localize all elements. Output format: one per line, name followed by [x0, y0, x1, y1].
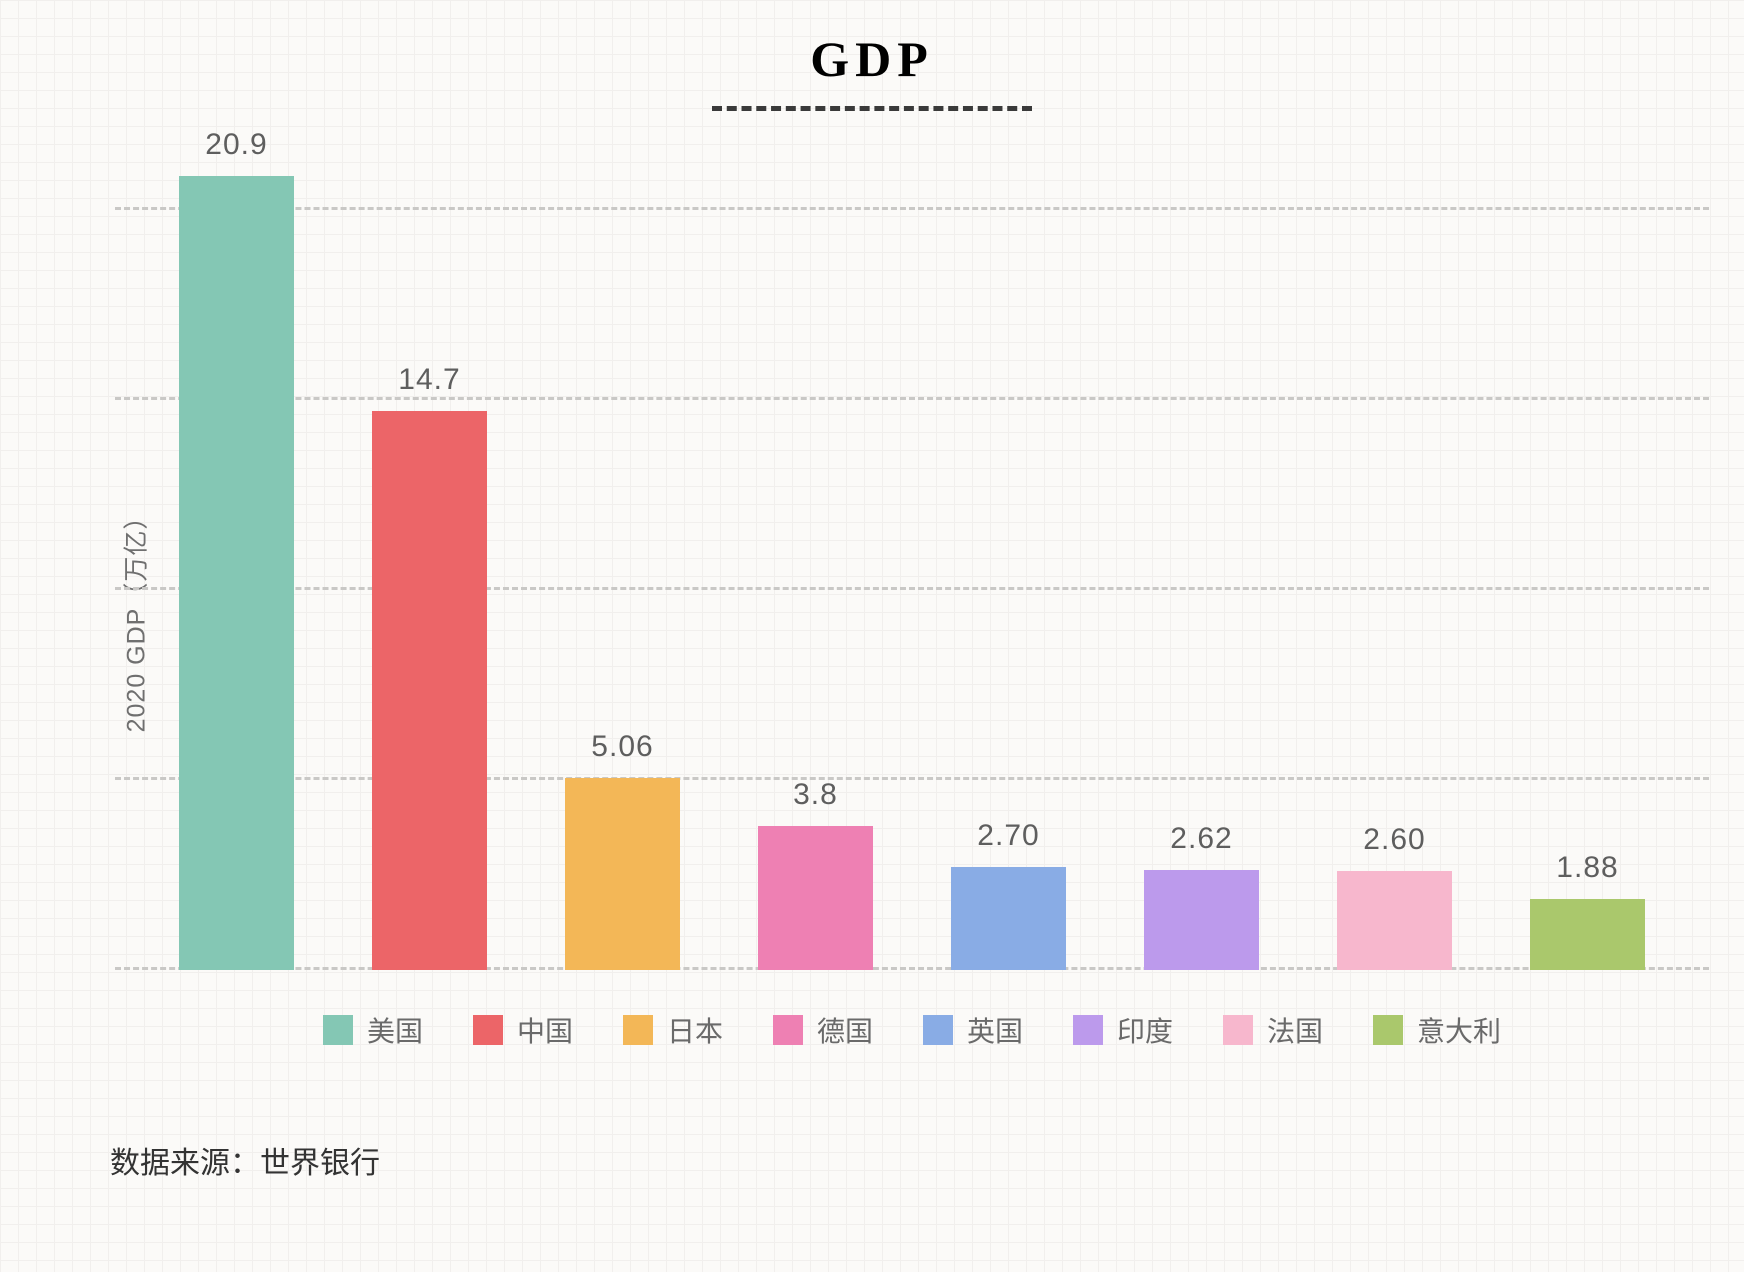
bar: 14.7 — [372, 411, 488, 970]
bar: 2.70 — [951, 867, 1067, 970]
legend-label: 印度 — [1117, 1010, 1173, 1050]
chart-title: GDP — [0, 30, 1744, 88]
legend-item: 英国 — [923, 1010, 1023, 1050]
bar: 3.8 — [758, 826, 874, 970]
gridline — [115, 397, 1709, 400]
bar-value-label: 2.62 — [1144, 822, 1260, 856]
gridline — [115, 587, 1709, 590]
bar: 2.60 — [1337, 871, 1453, 970]
legend-label: 意大利 — [1417, 1010, 1501, 1050]
legend-item: 日本 — [623, 1010, 723, 1050]
bar: 5.06 — [565, 778, 681, 970]
bar-value-label: 5.06 — [565, 730, 681, 764]
bar-value-label: 14.7 — [372, 363, 488, 397]
legend-swatch — [1073, 1015, 1103, 1045]
chart-root: GDP 2020 GDP（万亿） 20.914.75.063.82.702.62… — [0, 0, 1744, 1272]
source-line: 数据来源：世界银行 — [110, 1138, 380, 1182]
legend-swatch — [473, 1015, 503, 1045]
bar-value-label: 2.70 — [951, 819, 1067, 853]
bar-value-label: 20.9 — [179, 128, 295, 162]
legend-label: 英国 — [967, 1010, 1023, 1050]
bar: 2.62 — [1144, 870, 1260, 970]
legend-swatch — [1373, 1015, 1403, 1045]
plot-area: 20.914.75.063.82.702.622.601.88 — [140, 210, 1684, 970]
legend-label: 美国 — [367, 1010, 423, 1050]
bar: 20.9 — [179, 176, 295, 970]
legend-label: 日本 — [667, 1010, 723, 1050]
legend-item: 德国 — [773, 1010, 873, 1050]
bar-value-label: 1.88 — [1530, 851, 1646, 885]
legend-swatch — [773, 1015, 803, 1045]
gridline — [115, 777, 1709, 780]
bar: 1.88 — [1530, 899, 1646, 970]
legend-swatch — [1223, 1015, 1253, 1045]
bar-value-label: 3.8 — [758, 778, 874, 812]
legend-swatch — [323, 1015, 353, 1045]
legend-label: 德国 — [817, 1010, 873, 1050]
gridline — [115, 967, 1709, 970]
bar-value-label: 2.60 — [1337, 823, 1453, 857]
legend-item: 法国 — [1223, 1010, 1323, 1050]
legend-item: 印度 — [1073, 1010, 1173, 1050]
legend: 美国 中国 日本 德国 英国 印度 法国 意大利 — [140, 1010, 1684, 1050]
legend-swatch — [623, 1015, 653, 1045]
legend-label: 中国 — [517, 1010, 573, 1050]
legend-item: 中国 — [473, 1010, 573, 1050]
legend-label: 法国 — [1267, 1010, 1323, 1050]
legend-item: 美国 — [323, 1010, 423, 1050]
gridline — [115, 207, 1709, 210]
title-underline — [712, 106, 1032, 111]
legend-swatch — [923, 1015, 953, 1045]
legend-item: 意大利 — [1373, 1010, 1501, 1050]
title-block: GDP — [0, 30, 1744, 111]
